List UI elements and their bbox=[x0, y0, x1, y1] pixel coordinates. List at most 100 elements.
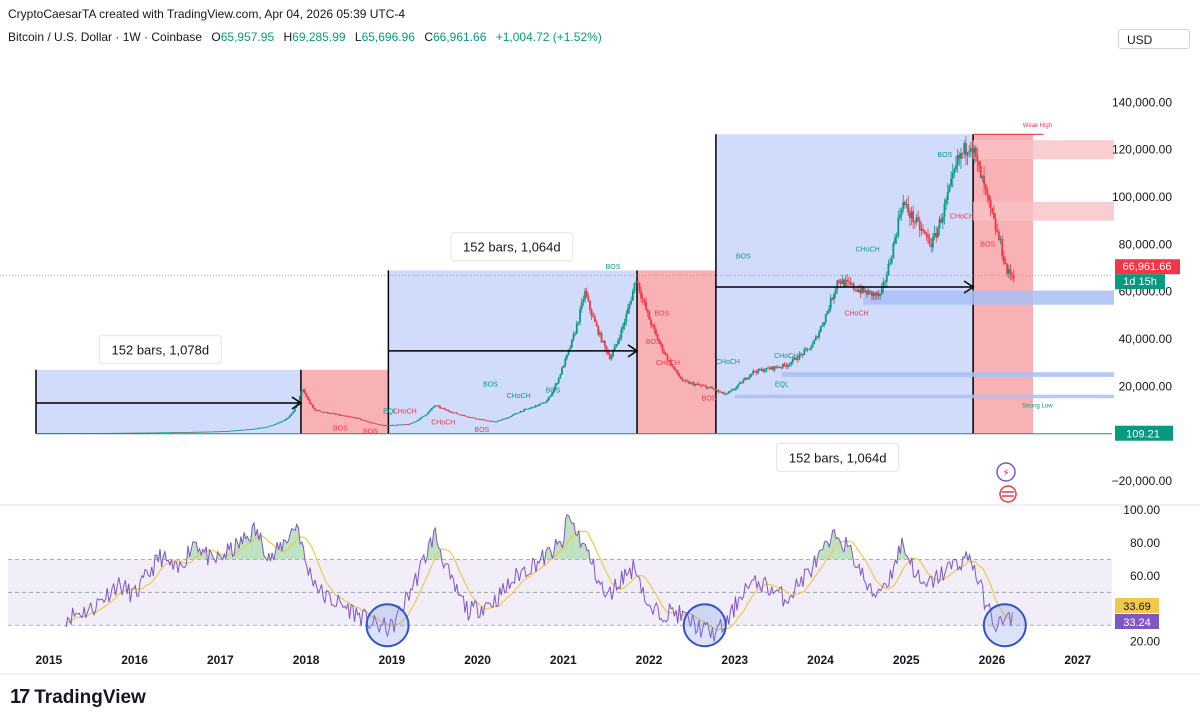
candle-body bbox=[579, 309, 582, 322]
candle-body bbox=[981, 176, 984, 179]
candle-body bbox=[196, 431, 199, 433]
candle-body bbox=[966, 152, 969, 156]
candle-body bbox=[247, 429, 250, 431]
candle-body bbox=[765, 367, 768, 371]
candle-body bbox=[66, 433, 69, 434]
candle-body bbox=[244, 429, 247, 431]
candle-body bbox=[984, 184, 987, 190]
currency-selector[interactable]: USD bbox=[1118, 29, 1190, 49]
candle-body bbox=[465, 415, 468, 417]
candle-body bbox=[115, 432, 118, 434]
candle-body bbox=[714, 389, 717, 391]
demand-zone bbox=[781, 372, 1114, 377]
candle-body bbox=[176, 432, 179, 433]
candle-body bbox=[983, 176, 985, 185]
candle-body bbox=[735, 386, 738, 389]
candle-body bbox=[879, 294, 882, 296]
candle-body bbox=[887, 263, 890, 276]
candle-body bbox=[269, 425, 272, 427]
candle-body bbox=[839, 282, 842, 284]
candle-body bbox=[91, 433, 93, 434]
smc-annotation-label: CHoCH bbox=[856, 246, 880, 253]
candle-body bbox=[501, 419, 504, 421]
us-flag-icon bbox=[999, 485, 1017, 503]
candle-body bbox=[524, 408, 527, 410]
candle-body bbox=[511, 414, 514, 416]
candle-body bbox=[503, 418, 506, 420]
candle-body bbox=[274, 424, 276, 425]
candle-body bbox=[885, 275, 888, 282]
candle-body bbox=[890, 258, 893, 264]
candle-body bbox=[162, 432, 164, 434]
candle-body bbox=[716, 390, 718, 391]
candle-body bbox=[137, 432, 140, 434]
candle-body bbox=[206, 431, 209, 433]
candle-body bbox=[458, 414, 461, 415]
candle-body bbox=[867, 290, 870, 295]
candle-body bbox=[821, 325, 824, 327]
candle-body bbox=[157, 432, 159, 434]
candle-body bbox=[575, 323, 578, 334]
candle-body bbox=[168, 432, 171, 434]
candle-body bbox=[496, 420, 499, 422]
candle-body bbox=[427, 411, 430, 414]
candle-body bbox=[834, 288, 837, 295]
candle-body bbox=[285, 418, 288, 420]
candle-body bbox=[709, 387, 712, 388]
candle-body bbox=[259, 427, 262, 429]
rsi-axis-tick-label: 20.00 bbox=[1130, 635, 1160, 649]
candle-body bbox=[120, 432, 123, 434]
candle-body bbox=[900, 209, 903, 216]
candle-body bbox=[763, 370, 766, 372]
candle-body bbox=[158, 432, 161, 434]
smc-annotation-label: EQL bbox=[775, 381, 789, 388]
candle-body bbox=[396, 424, 398, 426]
candle-body bbox=[218, 431, 220, 433]
candle-body bbox=[170, 432, 173, 434]
time-axis-tick-label: 2022 bbox=[636, 653, 663, 667]
candle-body bbox=[608, 354, 611, 359]
candle-body bbox=[374, 423, 377, 425]
candle-body bbox=[1011, 274, 1013, 276]
candle-body bbox=[613, 346, 616, 352]
candle-body bbox=[534, 405, 537, 408]
candle-body bbox=[430, 408, 433, 411]
candle-body bbox=[758, 369, 761, 371]
candle-body bbox=[814, 336, 817, 341]
candle-body bbox=[112, 432, 115, 434]
candle-body bbox=[997, 232, 1000, 241]
tradingview-logo[interactable]: 17 TradingView bbox=[10, 686, 146, 709]
candle-body bbox=[257, 428, 260, 429]
candle-body bbox=[739, 382, 741, 384]
candle-body bbox=[801, 354, 804, 355]
measure-arrow-head bbox=[291, 396, 303, 410]
smc-annotation-label: CHoCH bbox=[431, 419, 455, 426]
candle-body bbox=[96, 433, 98, 434]
close-label: C bbox=[424, 30, 433, 44]
candle-body bbox=[321, 411, 324, 413]
candle-body bbox=[290, 413, 293, 416]
candle-body bbox=[457, 413, 459, 415]
candle-body bbox=[641, 298, 644, 300]
candle-body bbox=[124, 432, 126, 434]
candle-body bbox=[356, 417, 359, 419]
measure-label-box bbox=[450, 232, 574, 262]
candle-body bbox=[851, 283, 854, 285]
candle-body bbox=[768, 368, 771, 370]
candle-body bbox=[747, 377, 750, 380]
symbol-title[interactable]: Bitcoin / U.S. Dollar · 1W · Coinbase bbox=[8, 30, 203, 44]
candle-body bbox=[659, 342, 662, 345]
candle-body bbox=[43, 433, 46, 434]
candle-body bbox=[186, 431, 189, 433]
candle-body bbox=[473, 417, 476, 419]
candle-body bbox=[960, 153, 962, 159]
candle-body bbox=[965, 143, 967, 156]
candle-body bbox=[242, 429, 245, 431]
candle-body bbox=[343, 415, 346, 417]
measure-label-box bbox=[98, 335, 222, 365]
candle-body bbox=[313, 407, 316, 410]
candle-body bbox=[122, 432, 125, 434]
candle-body bbox=[732, 389, 735, 391]
candle-body bbox=[935, 233, 938, 238]
